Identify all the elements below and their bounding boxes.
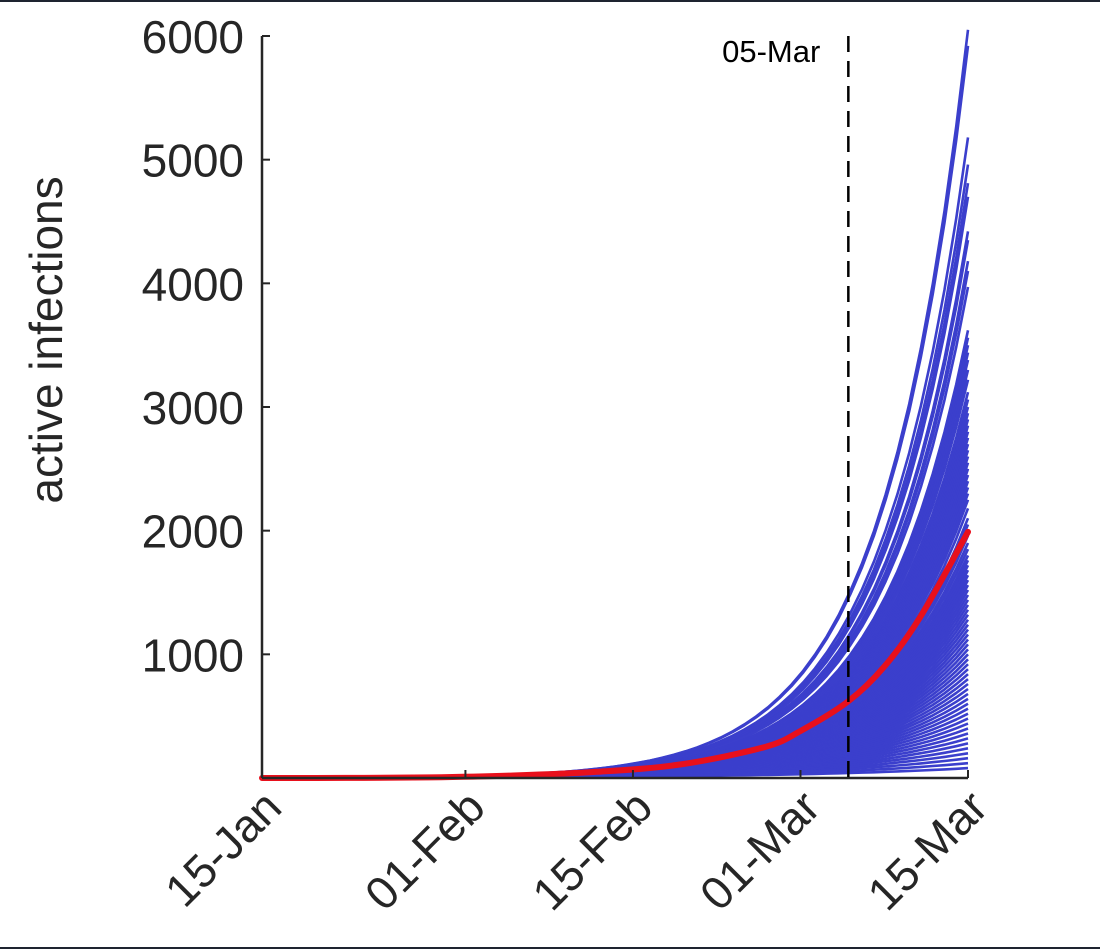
- x-tick-label-5: 15-Mar: [857, 780, 997, 920]
- y-tick-label-1: 1000: [142, 629, 244, 681]
- y-tick-label-6: 6000: [142, 11, 244, 63]
- ensemble-lines: [262, 29, 970, 780]
- annotation-layer: 05-Mar: [722, 34, 850, 778]
- x-tick-label-2: 01-Feb: [355, 780, 495, 920]
- y-tick-label-3: 3000: [142, 382, 244, 434]
- y-tick-label-2: 2000: [142, 506, 244, 558]
- annotation-label-1: 05-Mar: [722, 34, 820, 69]
- x-tick-label-3: 15-Feb: [522, 780, 662, 920]
- x-tick-label-1: 15-Jan: [155, 780, 291, 916]
- y-tick-label-4: 4000: [142, 258, 244, 310]
- bottom-border: [0, 947, 1100, 949]
- x-tick-label-4: 01-Mar: [690, 780, 830, 920]
- top-border: [0, 0, 1100, 2]
- tick-labels: 1000 2000 3000 4000 5000 6000 15-Jan 01-Feb 15-F…: [142, 11, 997, 920]
- y-tick-label-5: 5000: [142, 135, 244, 187]
- y-axis-label: active infections: [20, 176, 72, 503]
